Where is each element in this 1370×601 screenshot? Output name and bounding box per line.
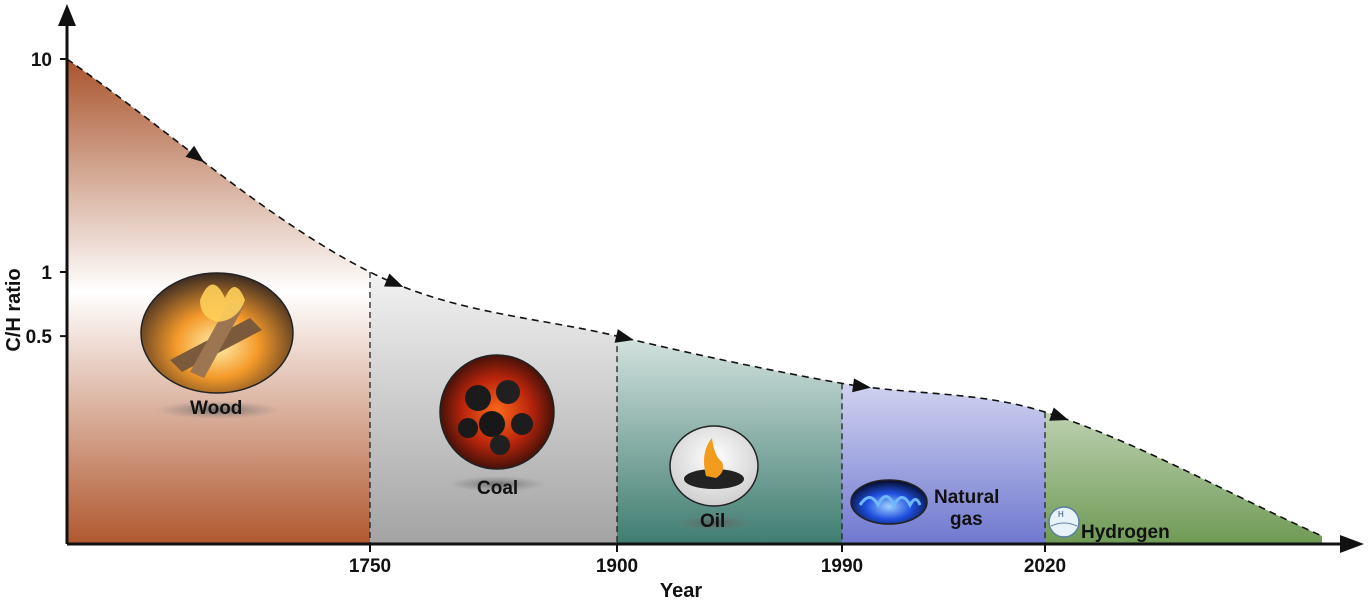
trend-arrows bbox=[185, 145, 1069, 421]
trend-arrow bbox=[1049, 407, 1069, 421]
era-label-oil: Oil bbox=[700, 511, 725, 532]
wood-fire-icon bbox=[140, 272, 294, 419]
y-tick-label: 10 bbox=[31, 50, 52, 71]
x-axis-title: Year bbox=[660, 580, 702, 601]
y-axis bbox=[58, 4, 76, 544]
y-tick-label: 0.5 bbox=[26, 327, 53, 348]
hydrogen-globe-icon: H bbox=[1048, 506, 1080, 538]
era-separators bbox=[369, 272, 1046, 544]
era-label-hydrogen: Hydrogen bbox=[1081, 522, 1170, 543]
x-tick-label: 1900 bbox=[596, 556, 638, 577]
y-axis-title: C/H ratio bbox=[3, 268, 25, 351]
era-label-coal: Coal bbox=[477, 478, 518, 499]
era-label-natural-gas: Natural gas bbox=[934, 487, 1005, 530]
x-tick-label: 2020 bbox=[1024, 556, 1066, 577]
trend-arrow bbox=[384, 273, 404, 287]
era-label-wood: Wood bbox=[190, 398, 242, 419]
x-tick-label: 1990 bbox=[821, 556, 863, 577]
x-ticks: 1750 1900 1990 2020 bbox=[349, 544, 1066, 577]
burning-coal-icon bbox=[439, 354, 555, 492]
trend-arrow bbox=[852, 378, 871, 393]
trend-arrow bbox=[185, 145, 205, 163]
x-tick-label: 1750 bbox=[349, 556, 391, 577]
y-tick-label: 1 bbox=[41, 263, 52, 284]
c-h-trend-line bbox=[66, 58, 1323, 537]
gas-burner-flame-icon bbox=[850, 479, 928, 525]
trend-arrow bbox=[614, 329, 634, 343]
svg-text:H: H bbox=[1058, 510, 1064, 519]
y-ticks: 10 1 0.5 bbox=[26, 50, 67, 348]
oil-flame-icon bbox=[669, 425, 759, 531]
era-area-hydrogen bbox=[1045, 412, 1322, 544]
x-axis bbox=[67, 535, 1364, 553]
